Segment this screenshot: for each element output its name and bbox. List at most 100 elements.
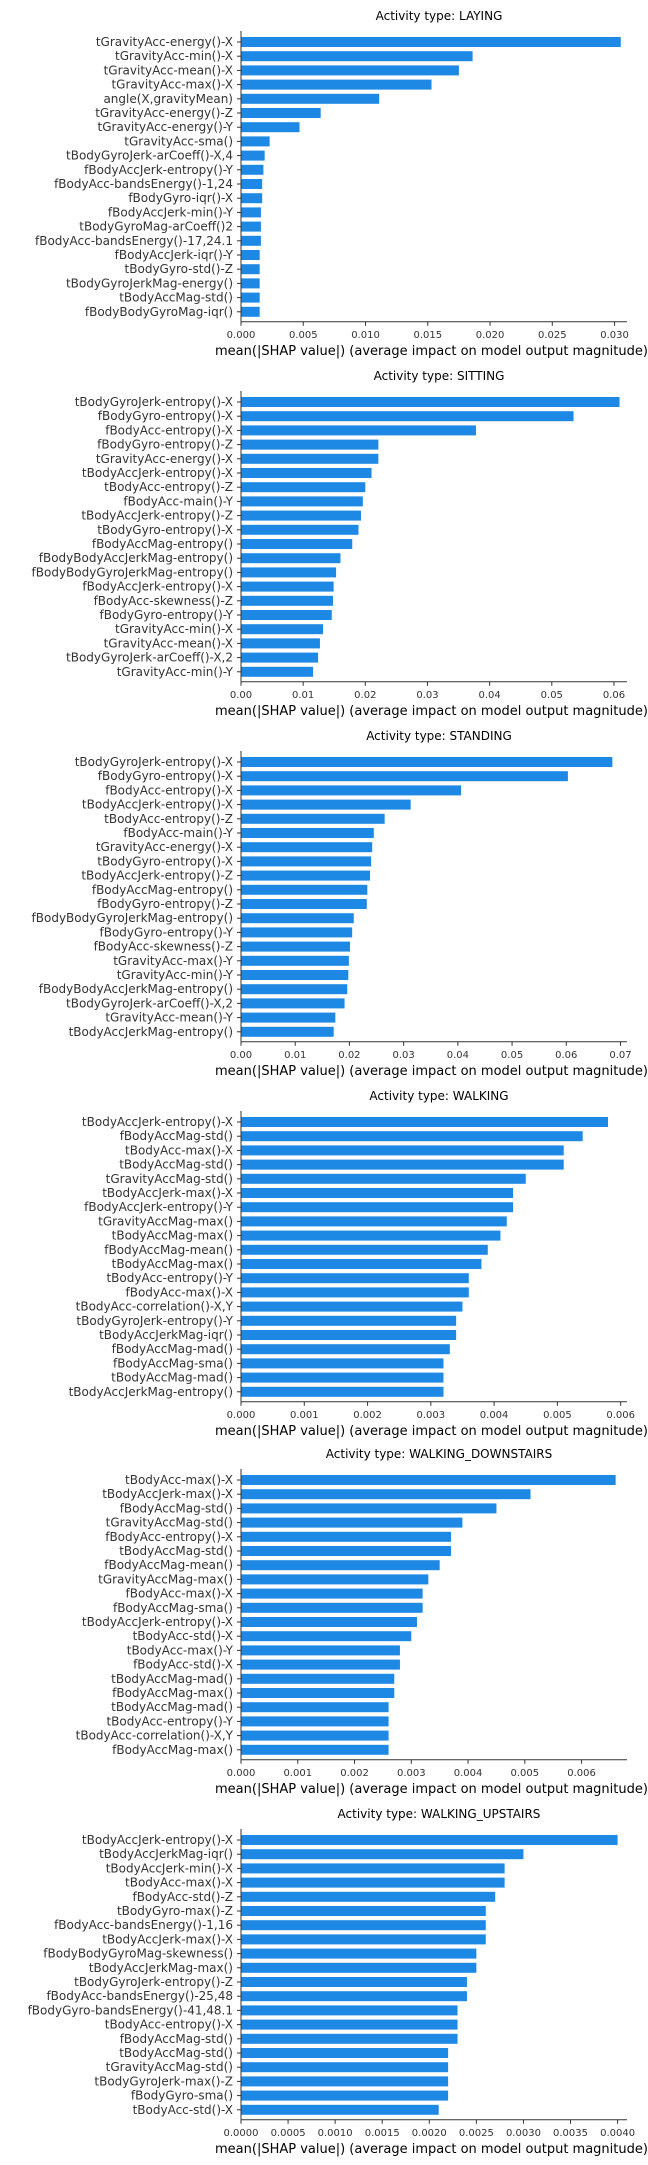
bar xyxy=(241,496,363,507)
bar xyxy=(241,397,620,407)
category-label: fBodyGyro-entropy()-Z xyxy=(97,897,233,911)
bar xyxy=(241,1358,444,1369)
category-label: tGravityAcc-energy()-X xyxy=(96,840,233,854)
category-label: tBodyAccJerkMag-iqr() xyxy=(99,1328,233,1342)
category-label: tBodyAcc-entropy()-X xyxy=(105,2018,233,2032)
category-label: fBodyAcc-max()-X xyxy=(125,1587,233,1601)
category-label: tGravityAccMag-std() xyxy=(106,2060,233,2074)
x-tick-label: 0.01 xyxy=(284,1050,306,1061)
x-tick-label: 0.0040 xyxy=(600,2128,635,2139)
category-label: fBodyBodyAccJerkMag-entropy() xyxy=(39,551,233,565)
category-label: tBodyGyroJerk-entropy()-X xyxy=(75,755,233,769)
bar xyxy=(241,122,300,133)
bar xyxy=(241,884,368,895)
x-tick-label: 0.00 xyxy=(230,690,252,701)
category-label: tGravityAccMag-max() xyxy=(98,1572,233,1586)
bar xyxy=(241,1159,564,1170)
x-tick-label: 0.02 xyxy=(338,1050,360,1061)
x-tick-label: 0.000 xyxy=(227,1768,256,1779)
chart-panel: Activity type: WALKING_DOWNSTAIRS tBodyAc… xyxy=(76,1447,648,1797)
bar xyxy=(241,136,270,147)
category-label: fBodyAcc-bandsEnergy()-17,24.1 xyxy=(35,234,233,248)
x-tick-label: 0.0035 xyxy=(553,2128,588,2139)
category-label: tBodyAccJerk-entropy()-Z xyxy=(81,869,233,883)
category-label: tBodyAcc-correlation()-X,Y xyxy=(76,1729,234,1743)
bar xyxy=(241,984,348,995)
x-tick-label: 0.04 xyxy=(478,690,500,701)
bar xyxy=(241,1489,531,1500)
category-label: tBodyAccMag-std() xyxy=(119,1544,233,1558)
bar xyxy=(241,1977,467,1987)
bar xyxy=(241,425,476,436)
bar xyxy=(241,264,260,275)
category-label: fBodyAcc-entropy()-X xyxy=(105,423,233,437)
bar xyxy=(241,1920,486,1931)
bar xyxy=(241,1716,389,1727)
chart-panel: Activity type: STANDING tBodyGyroJerk-ent… xyxy=(32,729,648,1079)
category-label: tBodyAccJerk-max()-X xyxy=(102,1487,233,1501)
bar xyxy=(241,1330,457,1340)
chart-title: Activity type: WALKING_DOWNSTAIRS xyxy=(326,1447,552,1461)
category-label: tGravityAcc-sma() xyxy=(124,134,233,148)
category-label: fBodyAcc-bandsEnergy()-1,16 xyxy=(54,1918,233,1932)
x-tick-label: 0.002 xyxy=(353,1410,382,1421)
x-axis-label: mean(|SHAP value|) (average impact on mo… xyxy=(215,1424,648,1439)
category-label: tGravityAcc-mean()-X xyxy=(104,63,233,77)
x-tick-label: 0.003 xyxy=(417,1410,446,1421)
bar xyxy=(241,1891,496,1902)
category-label: fBodyAccMag-mean() xyxy=(104,1558,233,1572)
x-tick-label: 0.06 xyxy=(603,690,625,701)
category-label: tBodyAccMag-mad() xyxy=(111,1700,233,1714)
x-tick-label: 0.006 xyxy=(606,1410,635,1421)
category-label: fBodyAcc-main()-Y xyxy=(123,826,233,840)
category-label: tGravityAccMag-max() xyxy=(98,1214,233,1228)
category-label: tBodyAccMag-max() xyxy=(112,1229,233,1243)
bar xyxy=(241,1259,482,1269)
bar xyxy=(241,93,380,104)
bar xyxy=(241,1531,452,1542)
x-tick-label: 0.005 xyxy=(511,1768,540,1779)
category-label: tBodyAccJerk-entropy()-X xyxy=(82,1833,233,1847)
bar xyxy=(241,1230,501,1241)
category-label: tGravityAcc-min()-Y xyxy=(117,968,234,982)
bar xyxy=(241,65,459,76)
bar xyxy=(241,1934,486,1945)
category-label: tBodyAccJerkMag-entropy() xyxy=(69,1385,233,1399)
bar xyxy=(241,2062,449,2073)
x-axis-label: mean(|SHAP value|) (average impact on mo… xyxy=(215,344,648,359)
category-label: fBodyBodyAccJerkMag-entropy() xyxy=(39,982,233,996)
bar xyxy=(241,1216,507,1227)
category-label: fBodyAcc-max()-X xyxy=(125,1285,233,1299)
x-tick-label: 0.025 xyxy=(538,330,567,341)
bar xyxy=(241,828,374,838)
x-tick-label: 0.0025 xyxy=(459,2128,494,2139)
bar xyxy=(241,666,314,677)
bar xyxy=(241,1503,497,1514)
chart-title: Activity type: WALKING_UPSTAIRS xyxy=(338,1807,541,1821)
category-label: fBodyAcc-bandsEnergy()-1,24 xyxy=(54,177,233,191)
bar xyxy=(241,468,372,478)
x-tick-label: 0.005 xyxy=(543,1410,572,1421)
category-label: tBodyAccJerk-entropy()-X xyxy=(82,1615,233,1629)
bar xyxy=(241,2104,439,2115)
category-label: tGravityAcc-min()-X xyxy=(115,622,233,636)
x-axis-label: mean(|SHAP value|) (average impact on mo… xyxy=(215,1782,648,1797)
category-label: tBodyGyroJerk-arCoeff()-X,2 xyxy=(66,651,233,665)
x-tick-label: 0.0005 xyxy=(271,2128,306,2139)
bar xyxy=(241,970,349,980)
category-label: tBodyGyroJerk-arCoeff()-X,4 xyxy=(66,149,233,163)
x-tick-label: 0.020 xyxy=(476,330,505,341)
category-label: tGravityAcc-energy()-X xyxy=(96,35,233,49)
x-tick-label: 0.010 xyxy=(351,330,380,341)
bar xyxy=(241,870,371,881)
x-tick-label: 0.07 xyxy=(609,1050,631,1061)
category-label: fBodyGyro-entropy()-Z xyxy=(97,438,233,452)
bar xyxy=(241,150,265,161)
category-label: tBodyAccMag-std() xyxy=(119,291,233,305)
bar xyxy=(241,1617,417,1627)
chart-title: Activity type: SITTING xyxy=(374,369,505,383)
bar xyxy=(241,1301,463,1312)
category-label: tBodyAccMag-max() xyxy=(112,1257,233,1271)
